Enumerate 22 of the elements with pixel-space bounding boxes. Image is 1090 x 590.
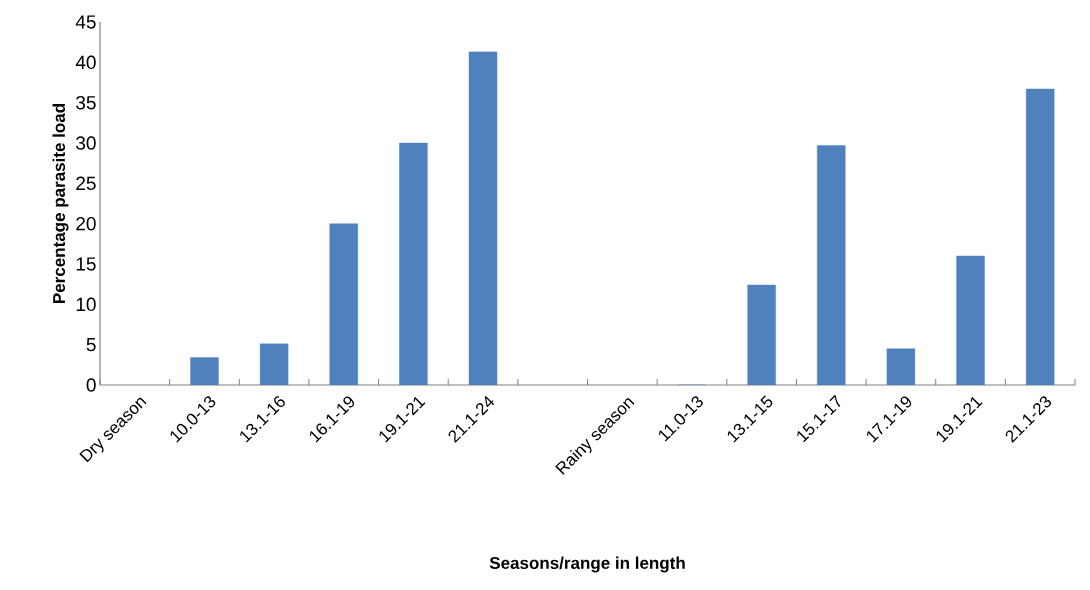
y-tick-label: 25 bbox=[76, 176, 96, 191]
y-tick-label: 30 bbox=[76, 136, 96, 150]
bar bbox=[956, 255, 985, 385]
bar bbox=[259, 343, 289, 385]
y-tick-label: 40 bbox=[75, 55, 96, 70]
bar bbox=[329, 223, 358, 385]
bar bbox=[190, 357, 219, 385]
y-tick-label: 20 bbox=[76, 216, 96, 231]
bar bbox=[468, 51, 498, 385]
y-tick-label: 0 bbox=[86, 378, 96, 392]
bar bbox=[886, 348, 916, 385]
bar bbox=[747, 284, 776, 385]
y-tick-label: 10 bbox=[76, 297, 96, 312]
y-axis-title: Percentage parasite load bbox=[52, 104, 69, 303]
bar bbox=[1025, 88, 1055, 385]
x-axis-title: Seasons/range in length bbox=[489, 556, 685, 573]
y-tick-label: 35 bbox=[76, 95, 96, 110]
y-tick-label: 45 bbox=[75, 15, 96, 29]
y-tick-label: 5 bbox=[86, 338, 96, 352]
bar bbox=[817, 145, 846, 385]
bar bbox=[399, 142, 428, 385]
y-tick-label: 15 bbox=[76, 257, 96, 271]
